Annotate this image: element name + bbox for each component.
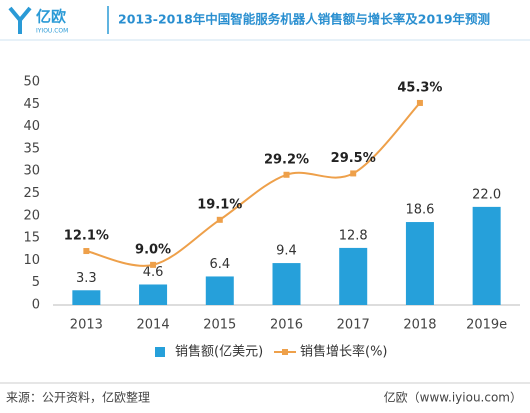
x-tick-label: 2017: [337, 318, 370, 333]
line-marker: [416, 99, 423, 106]
logo-sub: IYIOU.COM: [36, 28, 68, 35]
bar: [139, 284, 168, 305]
line-marker: [350, 170, 357, 177]
footer-site: 亿欧（www.iyiou.com）: [384, 390, 522, 405]
y-tick-label: 40: [23, 119, 40, 134]
legend-swatch: [155, 347, 165, 357]
bar: [272, 263, 301, 305]
y-tick-label: 20: [23, 208, 40, 223]
line-label: 12.1%: [64, 229, 109, 244]
legend-marker: [282, 349, 288, 355]
bar-label: 4.6: [143, 265, 164, 280]
line-marker: [83, 248, 90, 255]
y-tick-label: 10: [23, 253, 40, 268]
line-label: 29.5%: [331, 151, 376, 166]
line-marker: [283, 171, 290, 178]
logo-text: 亿欧: [36, 8, 66, 26]
bar-label: 22.0: [472, 187, 501, 202]
bar: [472, 206, 501, 305]
chart-title: 2013-2018年中国智能服务机器人销售额与增长率及2019年预测: [118, 12, 490, 27]
footer-source: 来源：公开资料，亿欧整理: [6, 390, 150, 405]
line-marker: [150, 261, 157, 268]
y-tick-label: 50: [23, 75, 40, 90]
x-tick-label: 2019e: [466, 318, 507, 333]
legend-label: 销售额(亿美元): [175, 344, 263, 360]
bar: [405, 222, 434, 305]
y-tick-label: 15: [23, 231, 40, 246]
bar-label: 9.4: [276, 244, 297, 259]
y-tick-label: 30: [23, 164, 40, 179]
x-tick-label: 2013: [70, 318, 103, 333]
x-tick-label: 2014: [137, 318, 170, 333]
logo-icon: [8, 6, 32, 34]
legend-label: 销售增长率(%): [300, 344, 388, 360]
y-tick-label: 35: [23, 141, 40, 156]
bar: [339, 247, 368, 305]
bar: [72, 290, 101, 305]
bar-label: 18.6: [405, 203, 434, 218]
y-tick-label: 45: [23, 97, 40, 112]
bar-label: 3.3: [76, 271, 97, 286]
y-tick-label: 5: [32, 275, 40, 290]
x-tick-label: 2016: [270, 318, 303, 333]
bar-label: 12.8: [339, 228, 368, 243]
line-label: 29.2%: [264, 152, 309, 167]
line-label: 9.0%: [135, 242, 171, 257]
line-label: 45.3%: [397, 80, 442, 95]
y-tick-label: 0: [32, 298, 40, 313]
bar: [205, 276, 234, 305]
y-tick-label: 25: [23, 186, 40, 201]
x-tick-label: 2015: [203, 318, 236, 333]
bar-label: 6.4: [209, 257, 230, 272]
line-label: 19.1%: [197, 197, 242, 212]
x-tick-label: 2018: [403, 318, 436, 333]
line-marker: [216, 216, 223, 223]
